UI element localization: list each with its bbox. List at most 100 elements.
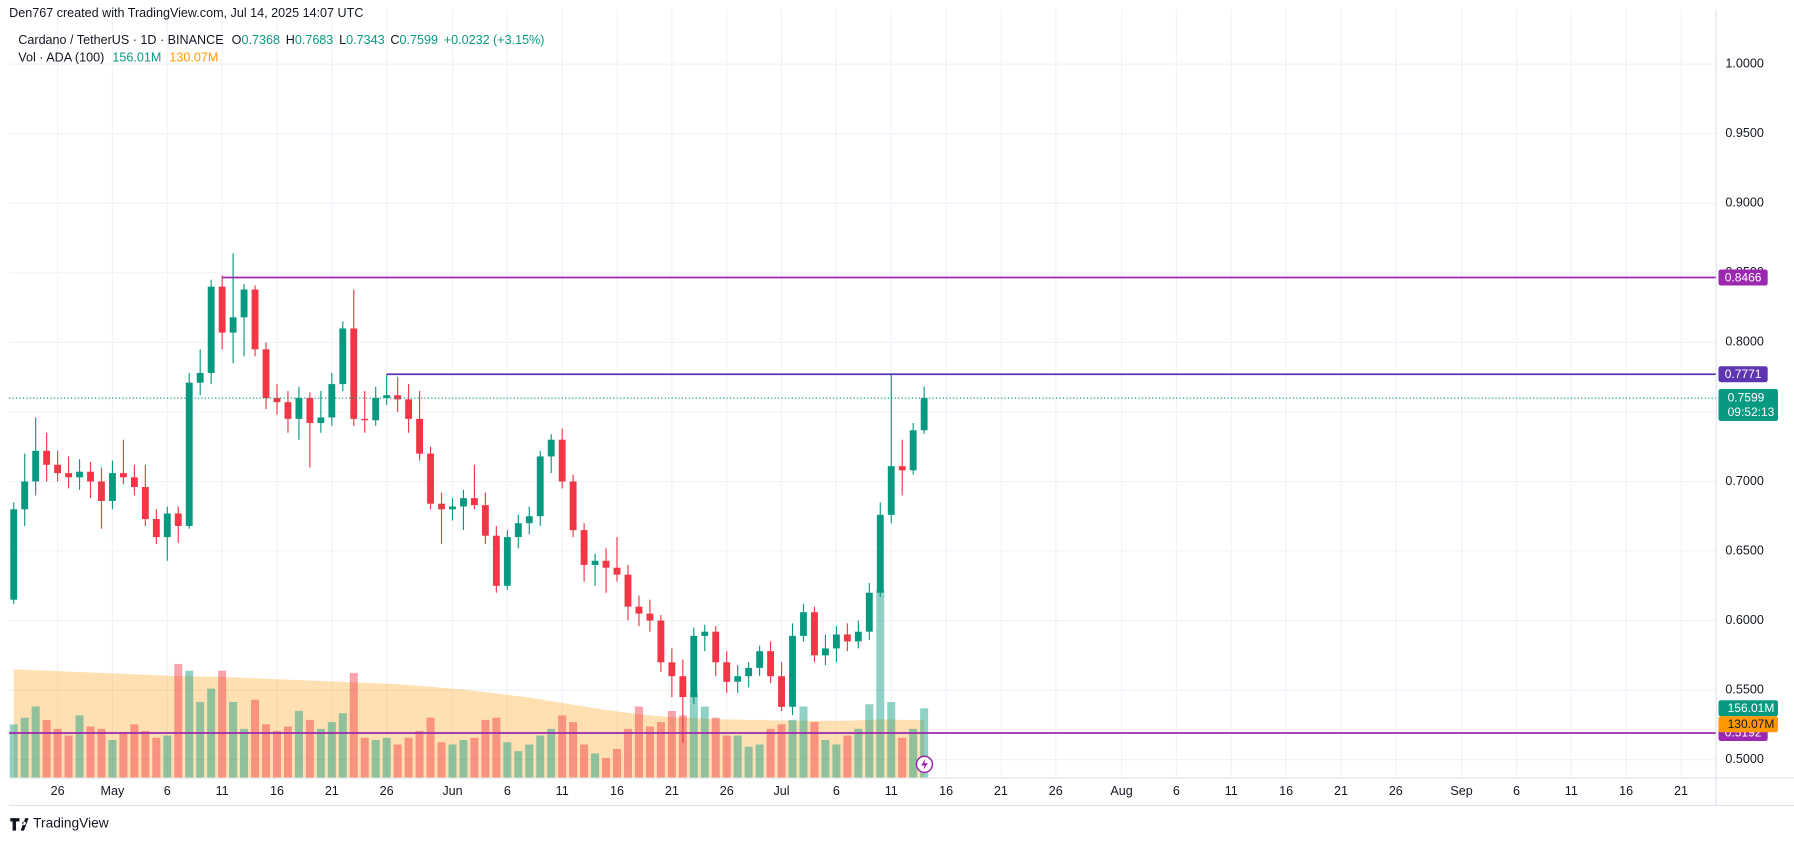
x-tick-label: 11	[885, 784, 898, 798]
x-tick-label: Sep	[1450, 784, 1472, 798]
volume-bar	[119, 733, 128, 779]
volume-bar	[163, 735, 172, 779]
volume-bar	[31, 706, 40, 779]
volume-bar	[810, 722, 819, 779]
volume-bar	[920, 708, 929, 779]
x-tick-label: 16	[610, 784, 624, 798]
volume-legend: Vol · ADA (100) 156.01M 130.07M	[18, 51, 218, 65]
volume-bar	[130, 724, 139, 779]
candle-body	[141, 487, 149, 520]
volume-bar	[448, 744, 457, 779]
volume-bar	[9, 724, 18, 779]
x-tick-label: 6	[504, 784, 511, 798]
volume-bar	[623, 728, 632, 779]
candle-body	[361, 418, 369, 421]
candle-body	[76, 471, 83, 478]
candle-body	[460, 498, 467, 507]
volume-bar	[141, 731, 150, 779]
volume-bar	[634, 706, 643, 779]
x-tick-label: Aug	[1110, 784, 1132, 798]
candle-body	[503, 537, 511, 586]
candle-body	[10, 509, 18, 600]
y-tick-label: 0.6500	[1725, 543, 1763, 557]
volume-bar	[218, 670, 227, 779]
volume-bar	[854, 728, 863, 779]
x-tick-label: 6	[833, 784, 840, 798]
volume-bar	[503, 742, 512, 779]
legend-h: H	[286, 34, 295, 48]
candle-body	[481, 505, 489, 536]
x-tick-label: 11	[556, 784, 569, 798]
y-tick-label: 0.5500	[1725, 682, 1763, 696]
candle-body	[383, 395, 391, 398]
volume-bar	[700, 706, 709, 779]
volume-bar	[580, 744, 589, 779]
volume-bar	[733, 735, 742, 779]
volume-bar	[711, 717, 720, 779]
volume-bar	[656, 722, 665, 779]
candle-body	[898, 466, 906, 471]
volume-bar	[722, 735, 731, 779]
candle-body	[580, 530, 588, 565]
candle-body	[262, 349, 270, 398]
candle-body	[854, 631, 862, 642]
candle-body	[251, 289, 259, 350]
legend: Cardano / TetherUS · 1D · BINANCE O0.736…	[18, 34, 544, 48]
volume-label-box	[1718, 700, 1778, 717]
y-tick-label: 1.0000	[1725, 56, 1763, 70]
brand-logo	[10, 818, 29, 831]
volume-bar	[174, 663, 183, 779]
price-pane	[9, 253, 1717, 743]
volume-bar	[766, 728, 775, 779]
volume-bar	[689, 693, 698, 779]
candle-body	[372, 397, 380, 421]
volume-bar	[53, 728, 62, 779]
candle-body	[701, 631, 709, 636]
candle-body	[646, 613, 654, 621]
y-tick-label: 0.5000	[1725, 752, 1763, 766]
countdown: 09:52:13	[1728, 405, 1775, 419]
volume-bar	[152, 737, 161, 779]
volume-bar	[876, 589, 885, 779]
candle-body	[185, 382, 193, 526]
change: +0.0232 (+3.15%)	[444, 34, 545, 48]
candle-body	[756, 651, 764, 668]
candle-body	[657, 620, 665, 663]
candle-body	[591, 560, 599, 565]
volume-bar	[492, 717, 501, 779]
volume-bar	[799, 706, 808, 779]
candle-body	[745, 667, 753, 677]
candle-body	[470, 498, 478, 506]
candle-body	[492, 535, 500, 586]
candle-body	[909, 430, 917, 471]
candle-body	[832, 634, 840, 649]
volume-bar	[843, 735, 852, 779]
volume-bar	[196, 702, 205, 779]
candle-body	[240, 289, 248, 318]
candle-body	[821, 648, 829, 656]
candle-body	[438, 503, 445, 510]
candle-body	[734, 676, 742, 682]
volume-ma-area	[13, 669, 925, 779]
volume-bar	[360, 737, 369, 779]
x-tick-label: 21	[1334, 784, 1348, 798]
volume-bar	[75, 715, 84, 779]
volume-bar	[459, 740, 468, 779]
candle-body	[317, 417, 325, 424]
candle-body	[87, 471, 94, 482]
candle-body	[306, 397, 314, 424]
y-tick-label: 0.9500	[1725, 126, 1763, 140]
candle-body	[328, 384, 336, 418]
x-tick-label: 16	[939, 784, 953, 798]
candle-body	[32, 450, 40, 482]
volume-bar	[283, 726, 292, 779]
volume-bar	[42, 719, 51, 779]
candle-body	[350, 328, 358, 419]
y-tick-label: 0.7000	[1725, 474, 1763, 488]
x-tick-label: 16	[1619, 784, 1633, 798]
current-price-label: 0.7599	[1728, 390, 1765, 404]
volume-bar	[294, 710, 303, 779]
candle-body	[218, 286, 226, 333]
volume-bar	[514, 751, 523, 779]
